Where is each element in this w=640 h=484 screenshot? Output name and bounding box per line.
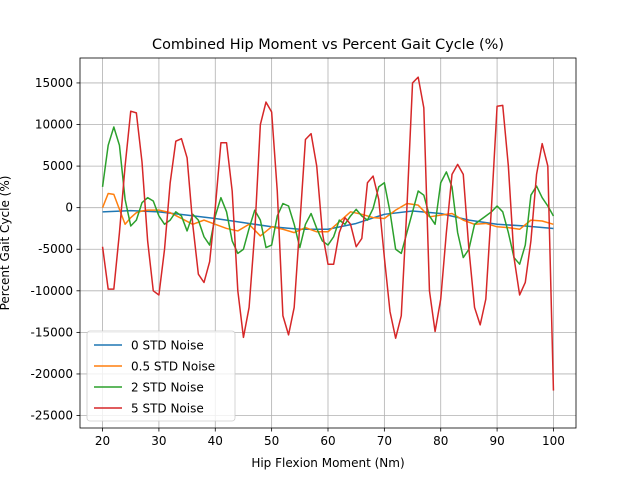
y-tick-label: -25000 [30, 409, 73, 423]
y-tick-label: 10000 [35, 118, 73, 132]
y-tick-label: -20000 [30, 367, 73, 381]
series-line-2 [101, 192, 554, 237]
x-tick-label: 70 [377, 434, 392, 448]
series-line-3 [101, 126, 555, 265]
x-tick-label: 80 [433, 434, 448, 448]
x-tick-label: 60 [320, 434, 335, 448]
series-lines [101, 76, 555, 391]
legend-label: 0.5 STD Noise [131, 360, 215, 374]
y-tick-label: -10000 [30, 284, 73, 298]
x-tick-label: 90 [489, 434, 504, 448]
x-tick-label: 100 [542, 434, 565, 448]
legend-label: 0 STD Noise [131, 339, 204, 353]
x-tick-label: 50 [264, 434, 279, 448]
y-axis-label: Percent Gait Cycle (%) [0, 176, 12, 311]
y-tick-label: 15000 [35, 76, 73, 90]
y-tick-label: 0 [65, 201, 73, 215]
y-tick-label: 5000 [42, 159, 73, 173]
legend-label: 5 STD Noise [131, 402, 204, 416]
chart-title: Combined Hip Moment vs Percent Gait Cycl… [152, 37, 504, 53]
y-tick-label: -5000 [38, 242, 73, 256]
x-tick-label: 40 [208, 434, 223, 448]
series-line-4 [101, 76, 555, 391]
y-tick-label: -15000 [30, 325, 73, 339]
x-tick-label: 20 [95, 434, 110, 448]
legend-box [86, 330, 236, 422]
legend: 0 STD Noise 0.5 STD Noise 2 STD Noise 5 STD… [86, 330, 236, 422]
x-tick-label: 30 [151, 434, 166, 448]
x-axis-label: Hip Flexion Moment (Nm) [251, 456, 404, 470]
legend-label: 2 STD Noise [131, 381, 204, 395]
axis-ticks: 20 30 40 50 60 70 80 90 100 -25000 -20000 -15000 -10… [30, 76, 564, 448]
